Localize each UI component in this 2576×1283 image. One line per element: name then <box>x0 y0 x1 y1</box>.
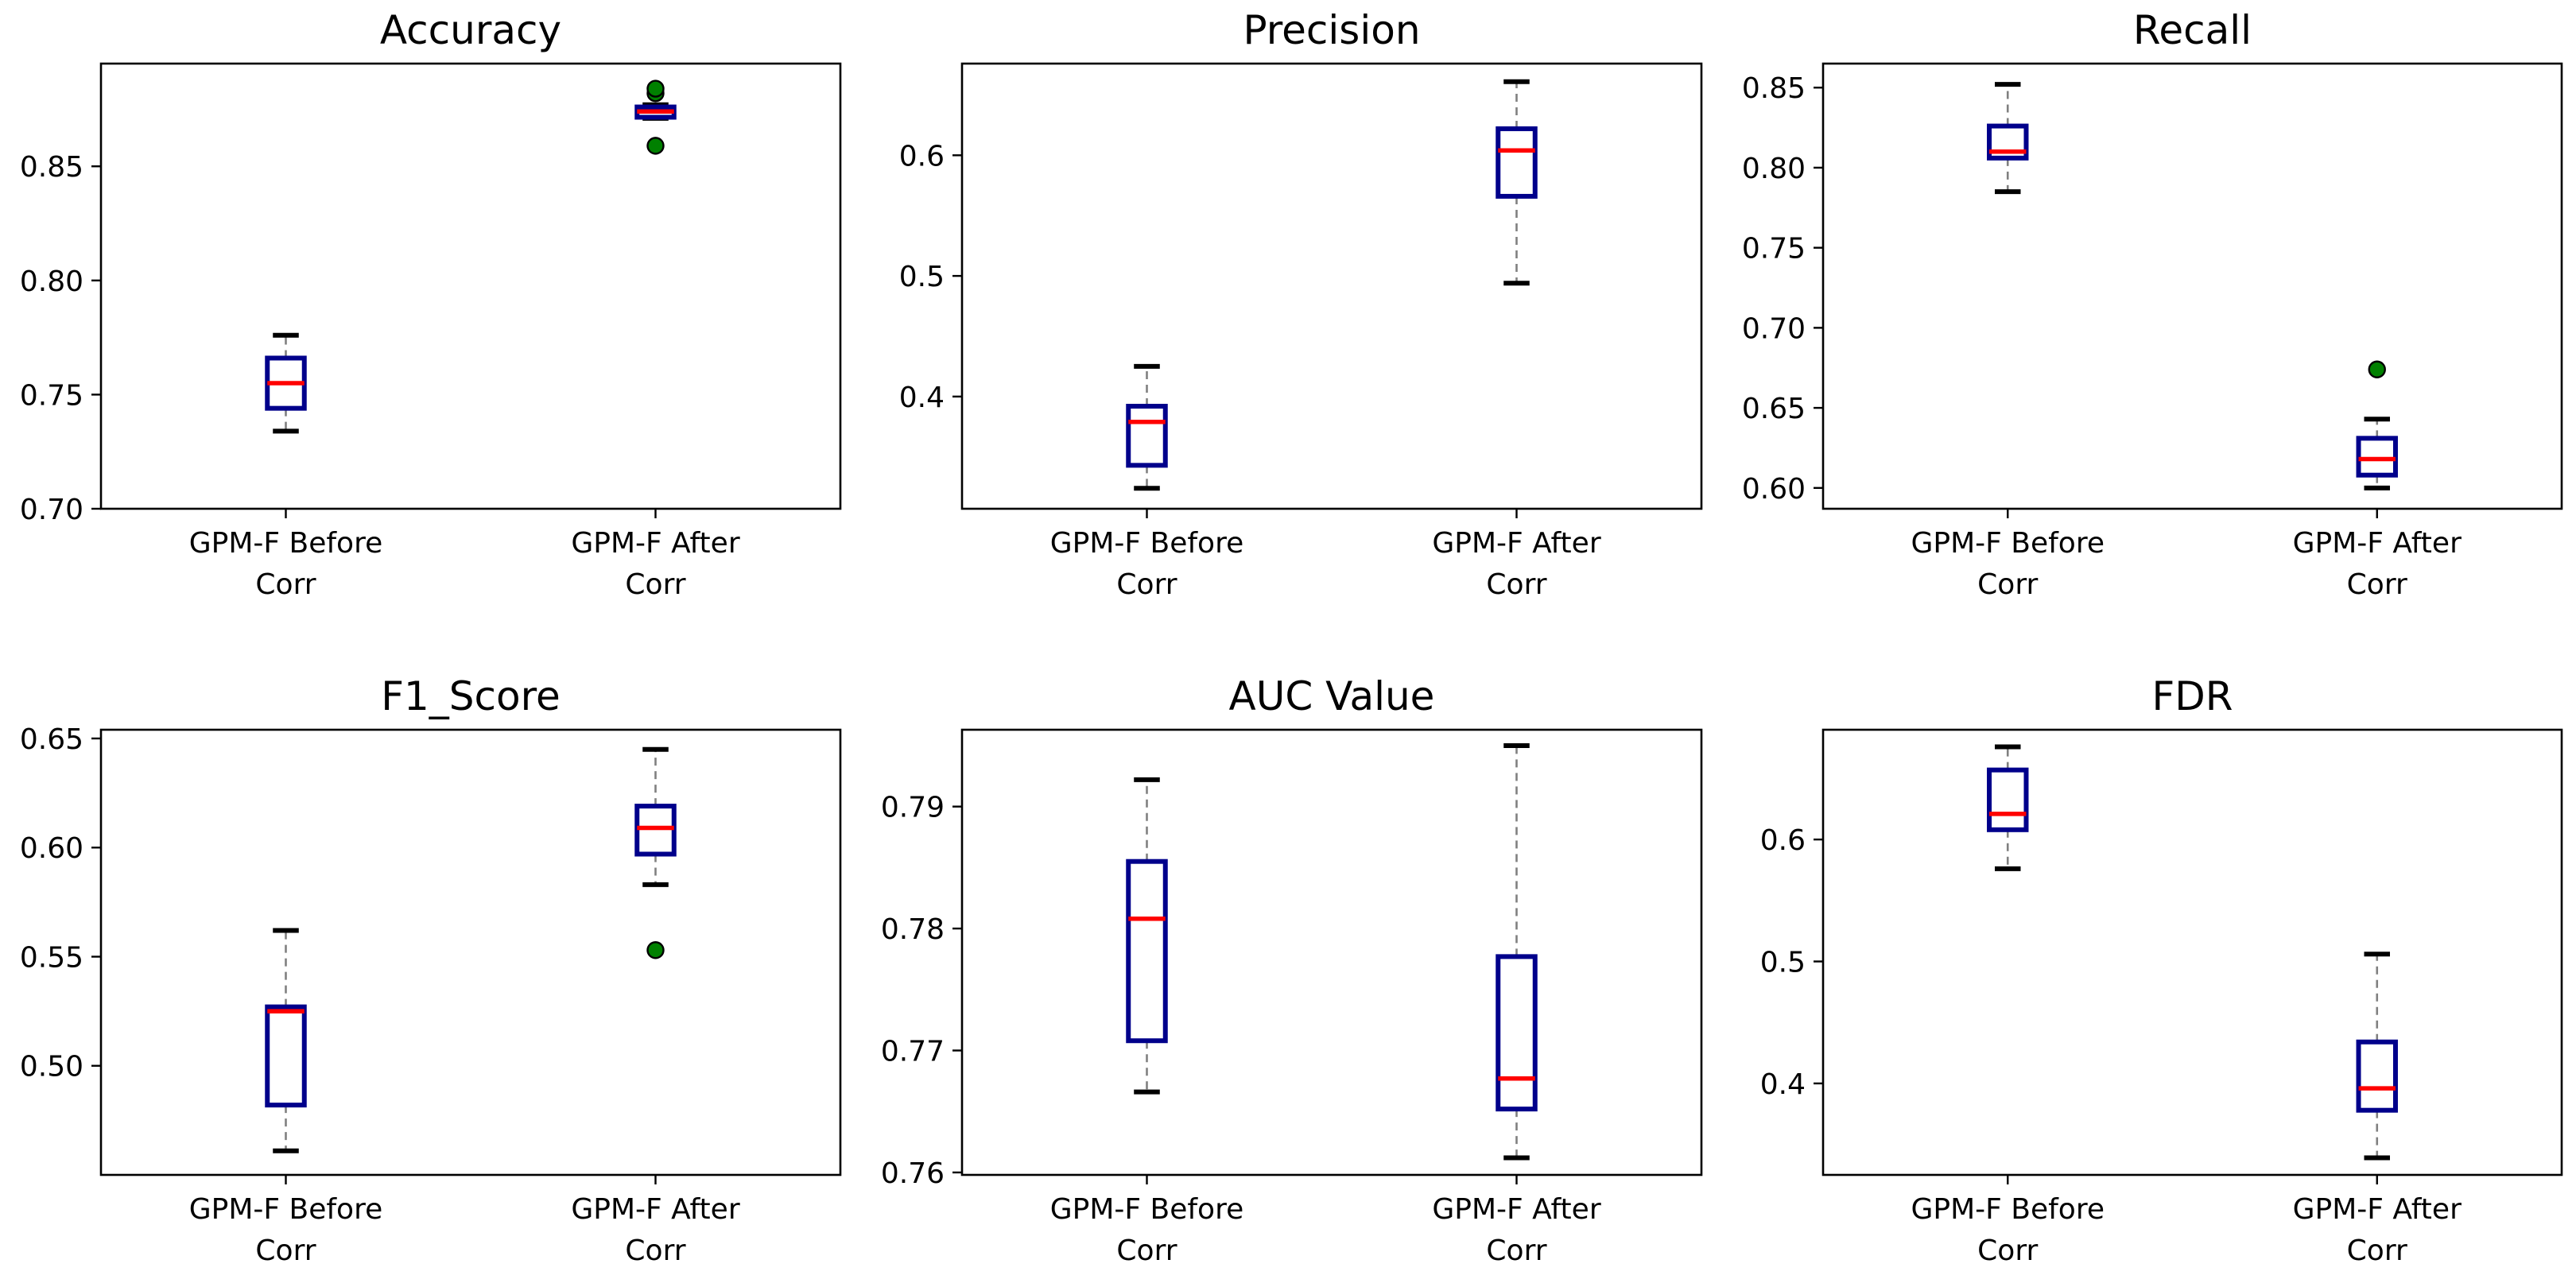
y-tick-label: 0.65 <box>20 723 83 756</box>
y-tick-label: 0.76 <box>881 1157 945 1190</box>
x-tick-label: Corr <box>2347 1235 2407 1267</box>
x-tick-label: GPM-F Before <box>189 1193 383 1226</box>
subplot-title: F1_Score <box>381 673 561 719</box>
subplot-fdr: FDR 0.4 0.5 0.6 GPM-F Before Corr GPM-F After C… <box>1760 673 2563 1267</box>
outlier-point <box>646 79 665 98</box>
x-tick-label: Corr <box>1486 568 1546 601</box>
y-tick-label: 0.77 <box>881 1036 945 1068</box>
subplot-accuracy: Accuracy 0.70 0.75 0.80 0.85 GPM-F Before Corr… <box>20 7 842 601</box>
x-tick-label: GPM-F After <box>571 1193 739 1226</box>
y-tick-label: 0.60 <box>1742 473 1806 506</box>
y-tick-label: 0.5 <box>899 261 945 293</box>
iqr-box <box>1496 954 1538 1112</box>
x-tick-label: GPM-F After <box>2293 527 2462 560</box>
box-after-corr <box>634 79 677 155</box>
iqr-box <box>1496 126 1538 199</box>
x-tick-label: Corr <box>1486 1235 1546 1267</box>
x-tick-label: GPM-F After <box>1432 527 1600 560</box>
axes-frame <box>960 728 1703 1176</box>
x-tick-label: Corr <box>1116 1235 1177 1267</box>
x-tick-label: Corr <box>255 568 316 601</box>
box-before-corr <box>265 928 307 1153</box>
iqr-box <box>1126 859 1168 1044</box>
x-tick-label: GPM-F Before <box>189 527 383 560</box>
box-before-corr <box>265 332 307 434</box>
iqr-box <box>1987 767 2029 832</box>
y-tick-label: 0.65 <box>1742 393 1806 425</box>
y-tick-label: 0.75 <box>1742 233 1806 266</box>
x-tick-label: Corr <box>625 1235 685 1267</box>
box-after-corr <box>1496 742 1538 1161</box>
subplot-title: Recall <box>2133 7 2252 53</box>
axes-frame <box>1821 62 2563 510</box>
x-tick-label: GPM-F Before <box>1911 1193 2105 1226</box>
axes-frame <box>960 62 1703 510</box>
x-tick-label: GPM-F After <box>2293 1193 2462 1226</box>
subplot-auc-value: AUC Value 0.76 0.77 0.78 0.79 GPM-F Before Cor… <box>881 673 1703 1267</box>
y-tick-label: 0.5 <box>1760 947 1806 979</box>
y-tick-label: 0.70 <box>1742 312 1806 345</box>
x-tick-label: Corr <box>1116 568 1177 601</box>
subplot-title: FDR <box>2151 673 2233 719</box>
outlier-point <box>2368 360 2386 378</box>
box-after-corr <box>2356 952 2398 1161</box>
y-tick-label: 0.80 <box>20 266 83 298</box>
x-tick-label: Corr <box>1977 568 2038 601</box>
y-tick-label: 0.80 <box>1742 153 1806 185</box>
x-tick-label: GPM-F Before <box>1911 527 2105 560</box>
y-tick-label: 0.4 <box>899 382 945 414</box>
x-tick-label: GPM-F After <box>1432 1193 1600 1226</box>
box-before-corr <box>1126 777 1168 1095</box>
iqr-box <box>2356 436 2398 478</box>
subplot-precision: Precision 0.4 0.5 0.6 GPM-F Before Corr GPM-F … <box>899 7 1703 601</box>
y-tick-label: 0.4 <box>1760 1068 1806 1101</box>
x-tick-label: Corr <box>625 568 685 601</box>
axes-frame <box>1821 728 2563 1176</box>
iqr-box <box>1126 404 1168 468</box>
subplot-title: Precision <box>1243 7 1420 53</box>
box-before-corr <box>1987 82 2029 195</box>
iqr-box <box>2356 1039 2398 1113</box>
box-before-corr <box>1126 363 1168 491</box>
y-tick-label: 0.79 <box>881 792 945 824</box>
box-after-corr <box>1496 79 1538 286</box>
y-tick-label: 0.75 <box>20 379 83 412</box>
y-tick-label: 0.50 <box>20 1051 83 1083</box>
iqr-box <box>1987 123 2029 161</box>
x-tick-label: Corr <box>255 1235 316 1267</box>
axes-frame <box>99 728 842 1176</box>
iqr-box <box>265 1004 307 1108</box>
subplot-recall: Recall 0.60 0.65 0.70 0.75 0.80 0.85 GPM-F Befo… <box>1742 7 2563 601</box>
y-tick-label: 0.78 <box>881 913 945 946</box>
subplot-title: Accuracy <box>380 7 561 53</box>
x-tick-label: GPM-F Before <box>1050 1193 1244 1226</box>
box-after-corr <box>634 746 677 959</box>
y-tick-label: 0.85 <box>20 151 83 184</box>
subplot-f1-score: F1_Score 0.50 0.55 0.60 0.65 GPM-F Before Corr… <box>20 673 842 1267</box>
x-tick-label: GPM-F Before <box>1050 527 1244 560</box>
axes-frame <box>99 62 842 510</box>
y-tick-label: 0.55 <box>20 941 83 974</box>
y-tick-label: 0.6 <box>1760 824 1806 857</box>
x-tick-label: Corr <box>2347 568 2407 601</box>
outlier-point <box>646 137 665 155</box>
box-after-corr <box>2356 360 2398 490</box>
x-tick-label: GPM-F After <box>571 527 739 560</box>
y-tick-label: 0.85 <box>1742 72 1806 105</box>
box-before-corr <box>1987 744 2029 871</box>
y-tick-label: 0.60 <box>20 832 83 865</box>
outlier-point <box>646 941 665 959</box>
y-tick-label: 0.6 <box>899 140 945 172</box>
y-tick-label: 0.70 <box>20 494 83 526</box>
subplot-title: AUC Value <box>1229 673 1435 719</box>
x-tick-label: Corr <box>1977 1235 2038 1267</box>
